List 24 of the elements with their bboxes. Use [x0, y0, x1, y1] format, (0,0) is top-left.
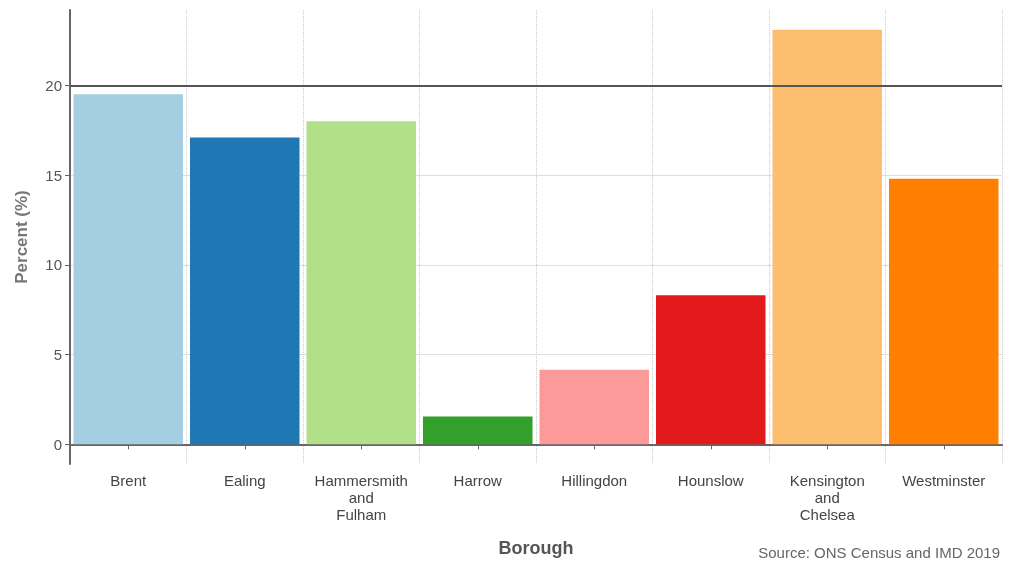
- x-axis-title: Borough: [498, 538, 574, 558]
- bar: [772, 29, 883, 445]
- bar: [539, 369, 650, 445]
- y-tick-label: 20: [45, 76, 62, 94]
- y-tick-label: 15: [45, 166, 62, 184]
- y-tick-label: 0: [53, 435, 62, 453]
- x-tick-label: Brent: [110, 472, 147, 489]
- x-tick-label: Westminster: [902, 472, 986, 489]
- bar: [889, 178, 999, 445]
- y-tick-label: 5: [53, 346, 62, 364]
- source-note: Source: ONS Census and IMD 2019: [758, 544, 1001, 561]
- x-tick-label: Hillingdon: [561, 472, 628, 489]
- x-tick-label: Harrow: [453, 472, 503, 489]
- y-tick-label: 10: [45, 256, 62, 274]
- x-tick-label: Kensington and Chelsea: [789, 472, 865, 523]
- y-axis-title: Percent (%): [12, 190, 31, 284]
- bar: [423, 416, 533, 445]
- x-tick-label: Hounslow: [677, 472, 744, 489]
- bar: [656, 295, 766, 445]
- x-tick-label: Ealing: [223, 472, 266, 489]
- bar: [73, 94, 184, 445]
- x-tick-label: Hammersmith and Fulham: [314, 472, 408, 523]
- bar: [306, 121, 417, 445]
- bar: [190, 137, 300, 445]
